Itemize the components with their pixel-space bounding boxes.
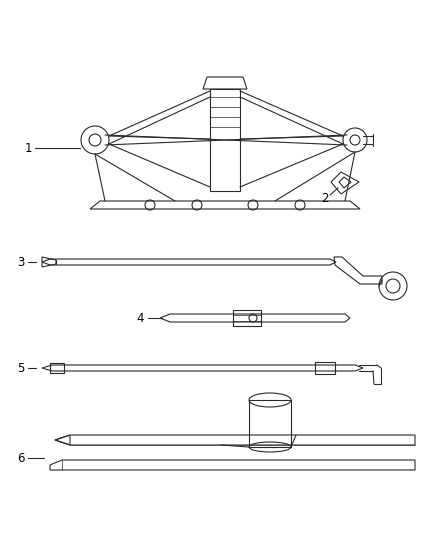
Text: 6: 6 <box>17 451 25 464</box>
Text: 3: 3 <box>18 255 25 269</box>
Text: 2: 2 <box>321 191 329 205</box>
Text: 5: 5 <box>18 361 25 375</box>
Text: 4: 4 <box>136 311 144 325</box>
Text: 1: 1 <box>24 141 32 155</box>
